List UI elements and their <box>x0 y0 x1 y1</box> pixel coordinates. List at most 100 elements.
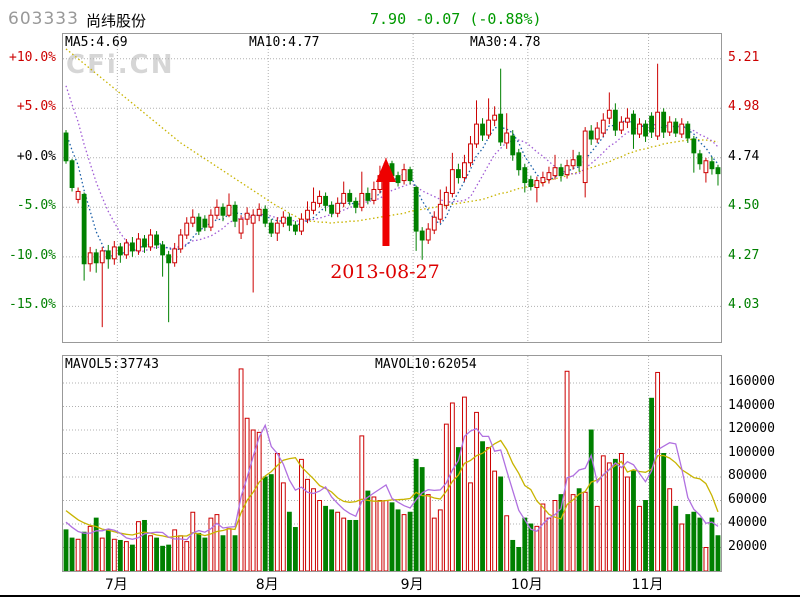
candle-body <box>534 180 540 189</box>
candle-body <box>462 162 467 179</box>
candle-body <box>323 195 329 206</box>
volume-axis-tick: 140000 <box>728 397 775 413</box>
volume-bar <box>480 441 485 571</box>
candle-body <box>709 161 715 170</box>
candle-body <box>546 172 552 181</box>
candle-body <box>286 216 292 226</box>
volume-bar <box>395 509 401 571</box>
candle-body <box>564 165 570 176</box>
volume-bar <box>462 396 467 571</box>
candle-body <box>480 123 485 136</box>
volume-bar <box>389 502 395 571</box>
volume-bar <box>637 505 642 571</box>
candle-body <box>172 248 178 264</box>
candle-body <box>594 127 600 140</box>
volume-bar <box>166 544 172 571</box>
candle-body <box>87 252 93 265</box>
volume-bar <box>558 494 564 571</box>
volume-bar <box>148 535 153 571</box>
volume-bar <box>588 429 594 571</box>
volume-bar <box>371 496 377 571</box>
volume-bar <box>455 447 461 571</box>
volume-bar <box>667 488 673 571</box>
candle-body <box>498 113 504 143</box>
volume-bar <box>504 515 510 571</box>
candle-body <box>643 123 648 137</box>
price-axis-tick-left: +10.0% <box>9 49 56 65</box>
ma5-label: MA5:4.69 <box>65 35 128 50</box>
volume-bar <box>570 494 576 571</box>
candle-body <box>558 167 564 177</box>
candle-body <box>105 250 111 260</box>
candle-body <box>130 242 135 252</box>
volume-bar <box>516 547 522 571</box>
price-pane <box>62 33 722 343</box>
candle-body <box>425 228 431 241</box>
candle-body <box>299 218 304 232</box>
candle-body <box>148 234 153 248</box>
volume-bar <box>655 371 661 571</box>
candle-body <box>486 119 492 136</box>
candle-body <box>449 169 455 194</box>
volume-bar <box>311 488 316 571</box>
candle-body <box>341 192 347 204</box>
candle-body <box>329 204 335 214</box>
volume-bar <box>130 544 135 571</box>
volume-bar <box>594 505 600 571</box>
volume-bar <box>377 500 383 571</box>
candle-body <box>667 121 673 133</box>
volume-bar <box>474 411 479 571</box>
volume-bar <box>262 476 268 571</box>
candle-body <box>142 238 147 248</box>
volume-bar <box>540 503 546 571</box>
volume-bar <box>582 491 588 571</box>
price-grid <box>63 34 721 342</box>
candle-body <box>311 201 316 211</box>
price-axis-tick-right: 4.50 <box>728 198 760 214</box>
candle-body <box>75 190 81 200</box>
candle-body <box>649 115 654 133</box>
price-axis-tick-right: 4.03 <box>728 297 760 313</box>
volume-bar <box>685 514 691 571</box>
volume-bar <box>510 539 516 571</box>
volume-axis-tick: 120000 <box>728 421 775 437</box>
price-axis-tick-left: -15.0% <box>9 297 56 313</box>
volume-bar <box>347 519 353 571</box>
volume-bar <box>679 523 685 571</box>
volume-bar <box>99 537 105 571</box>
candle-body <box>99 250 105 264</box>
price-axis-tick-left: -10.0% <box>9 247 56 263</box>
ma30-line <box>65 48 719 224</box>
annotation-arrow <box>375 158 396 246</box>
volume-bar <box>383 500 389 571</box>
volume-bar <box>323 505 329 571</box>
candle-body <box>625 117 630 123</box>
volume-bar <box>486 447 492 571</box>
candle-body <box>214 206 220 216</box>
candle-body <box>540 177 546 184</box>
candle-body <box>208 214 214 228</box>
candle-body <box>715 167 721 175</box>
candle-body <box>184 222 190 236</box>
candle-body <box>570 159 576 167</box>
price-axis-tick-left: -5.0% <box>16 198 56 214</box>
volume-bar <box>111 538 117 571</box>
mavol5-line <box>65 423 719 541</box>
price-axis-tick-left: +5.0% <box>16 99 56 115</box>
candle-body <box>685 123 691 139</box>
volume-bar <box>178 535 184 571</box>
price-axis-tick-right: 4.27 <box>728 247 760 263</box>
candle-body <box>703 160 709 174</box>
candle-body <box>468 143 473 164</box>
candlesticks <box>63 63 721 328</box>
volume-bar <box>443 423 449 571</box>
candle-body <box>455 169 461 179</box>
candle-body <box>220 206 226 216</box>
month-label: 11月 <box>631 577 664 593</box>
volume-chart-svg <box>63 356 721 571</box>
candle-body <box>154 234 159 246</box>
volume-bar <box>528 523 534 571</box>
price-quote: 7.90 -0.07 (-0.88%) <box>370 10 542 28</box>
volume-bar <box>63 529 69 571</box>
volume-bar <box>256 431 262 571</box>
